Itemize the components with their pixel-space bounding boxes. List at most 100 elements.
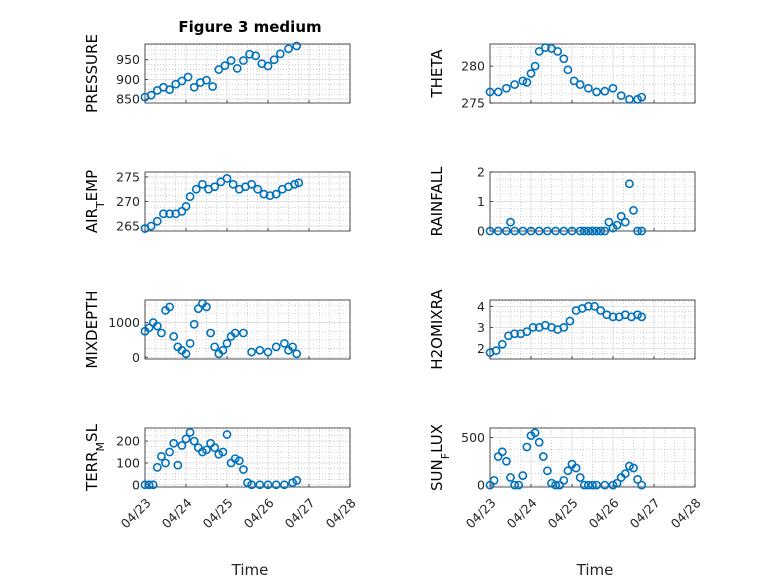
data-point [625, 461, 634, 471]
y-axis-label: PRESSURE [83, 34, 101, 113]
data-point [197, 179, 207, 189]
data-point [489, 475, 499, 485]
y-tick-label: 1 [477, 194, 485, 209]
y-tick-label: 0 [132, 350, 140, 365]
y-tick-label: 900 [116, 72, 140, 87]
data-point [247, 347, 256, 357]
data-point [206, 328, 215, 338]
data-point [290, 179, 300, 189]
data-point [501, 83, 511, 93]
data-point [144, 480, 154, 490]
data-point [152, 216, 162, 226]
data-point [159, 209, 168, 219]
data-point [263, 61, 273, 71]
data-point [510, 226, 519, 236]
data-point [238, 465, 248, 474]
data-point [165, 209, 174, 219]
data-point [596, 226, 606, 236]
data-point [165, 302, 174, 312]
data-point [497, 339, 507, 349]
data-point [294, 178, 304, 188]
subplot-air_temp: 265 270 275 AIRTEMP [83, 169, 351, 234]
data-point [156, 328, 166, 338]
data-point [547, 478, 556, 488]
data-point [253, 184, 263, 194]
data-point [191, 184, 201, 194]
data-point [633, 474, 642, 484]
data-point [230, 328, 240, 338]
data-point [292, 349, 302, 359]
y-axis-label: H2OMIXRA [428, 289, 446, 370]
data-point [269, 55, 279, 65]
data-point [608, 480, 618, 490]
data-point [559, 226, 569, 236]
data-point [202, 75, 211, 85]
data-point [148, 480, 158, 490]
y-tick-label: 265 [116, 219, 140, 234]
data-point [620, 469, 630, 479]
data-point [600, 480, 610, 490]
data-point [625, 179, 634, 189]
y-tick-label: 280 [461, 59, 485, 74]
data-point [575, 473, 585, 482]
y-tick-label: 1000 [108, 315, 140, 330]
data-point [522, 77, 532, 87]
data-point [218, 345, 228, 355]
y-axis-label: MIXDEPTH [83, 290, 101, 368]
y-tick-label: 4 [477, 299, 485, 314]
data-point [208, 82, 218, 91]
data-point [275, 49, 285, 59]
x-axis-label-right: Time [576, 561, 614, 579]
data-point [284, 44, 293, 54]
data-point [534, 437, 544, 447]
y-tick-label: 270 [116, 194, 140, 209]
data-point [247, 480, 256, 490]
data-point [234, 456, 244, 466]
data-point [140, 480, 150, 490]
data-point [156, 452, 166, 461]
data-point [247, 179, 256, 189]
data-point [637, 480, 647, 490]
y-tick-label: 275 [461, 96, 485, 111]
data-point [559, 54, 569, 64]
data-point [279, 338, 289, 348]
figure-title: Figure 3 medium [178, 18, 321, 36]
data-point [152, 321, 162, 331]
axes-box [144, 43, 351, 104]
data-point [543, 226, 552, 236]
data-point [592, 480, 601, 490]
data-point [584, 480, 593, 490]
y-tick-label: 0 [477, 478, 485, 493]
data-point [181, 349, 191, 359]
data-point [185, 427, 195, 437]
data-point [633, 226, 642, 236]
data-point [288, 342, 297, 352]
data-point [493, 87, 503, 97]
data-point [620, 217, 630, 227]
data-point [569, 76, 579, 86]
data-point [210, 342, 220, 352]
data-point [612, 220, 622, 230]
data-point [625, 94, 634, 104]
data-point [526, 69, 536, 78]
data-point [238, 56, 248, 65]
data-point [238, 328, 248, 338]
y-tick-label: 100 [116, 455, 140, 470]
data-point [592, 226, 601, 236]
data-point [538, 452, 548, 461]
axes-box [144, 299, 351, 360]
data-point [146, 221, 156, 231]
axes-box [489, 299, 696, 360]
subplot-rainfall: 0 1 2 RAINFALL [428, 165, 696, 239]
data-point [563, 466, 573, 476]
data-point [543, 466, 552, 476]
data-point [506, 217, 515, 227]
data-point [540, 43, 550, 53]
data-point [226, 56, 236, 65]
data-point [551, 480, 560, 490]
data-point [584, 226, 593, 236]
data-point [522, 442, 532, 452]
subplot-grid: 850 900 950 PRESSURE 275 280 THETA 265 270 275 AIR… [83, 34, 704, 531]
data-point [608, 312, 618, 322]
